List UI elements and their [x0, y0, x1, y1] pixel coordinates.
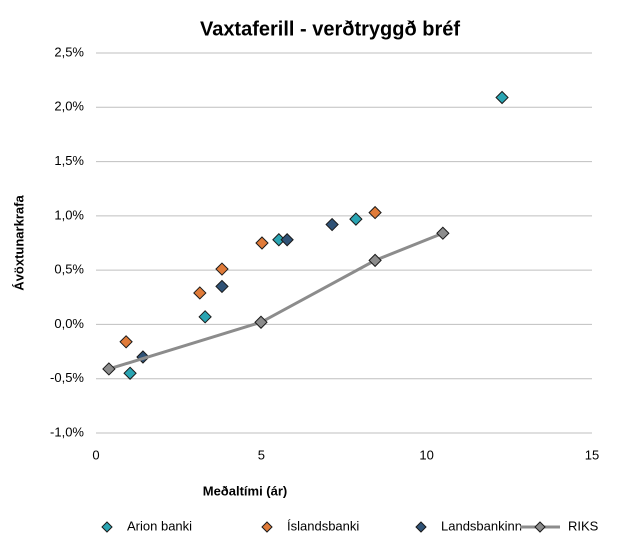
- data-point: [368, 205, 382, 220]
- data-point: [325, 217, 339, 232]
- legend-marker: [415, 521, 427, 533]
- data-point: [436, 226, 450, 240]
- legend-marker: [534, 521, 546, 533]
- data-point: [215, 262, 229, 276]
- x-tick-label: 5: [258, 447, 265, 462]
- legend-marker: [261, 521, 273, 533]
- data-point: [255, 236, 269, 250]
- y-tick-label: 2,5%: [54, 44, 84, 59]
- data-point: [368, 253, 382, 268]
- x-tick-label: 0: [92, 447, 99, 462]
- data-point: [349, 212, 363, 226]
- y-tick-label: 0,0%: [54, 316, 84, 331]
- x-axis-title: Meðaltími (ár): [203, 483, 288, 498]
- y-tick-label: 0,5%: [54, 262, 84, 277]
- legend-label: Landsbankinn: [441, 518, 522, 533]
- legend-label: RIKS: [568, 518, 599, 533]
- chart-title: Vaxtaferill - verðtryggð bréf: [200, 18, 460, 40]
- y-axis-title: Ávöxtunarkrafa: [11, 195, 26, 291]
- x-tick-label: 15: [585, 447, 599, 462]
- data-point: [123, 366, 137, 380]
- data-point: [495, 90, 509, 105]
- x-tick-label: 10: [419, 447, 433, 462]
- y-tick-label: -1,0%: [50, 424, 84, 439]
- y-tick-label: -0,5%: [50, 370, 84, 385]
- series-line: [108, 231, 444, 371]
- legend-label: Arion banki: [127, 518, 192, 533]
- data-point: [198, 310, 212, 324]
- data-point: [193, 286, 207, 300]
- y-tick-label: 1,5%: [54, 153, 84, 168]
- data-point: [102, 362, 116, 376]
- y-tick-label: 1,0%: [54, 207, 84, 222]
- y-tick-label: 2,0%: [54, 99, 84, 114]
- data-point: [119, 335, 133, 349]
- data-point: [254, 315, 268, 329]
- legend-label: Íslandsbanki: [287, 518, 359, 533]
- data-point: [280, 233, 294, 247]
- data-point: [215, 279, 229, 294]
- legend-marker: [101, 521, 113, 533]
